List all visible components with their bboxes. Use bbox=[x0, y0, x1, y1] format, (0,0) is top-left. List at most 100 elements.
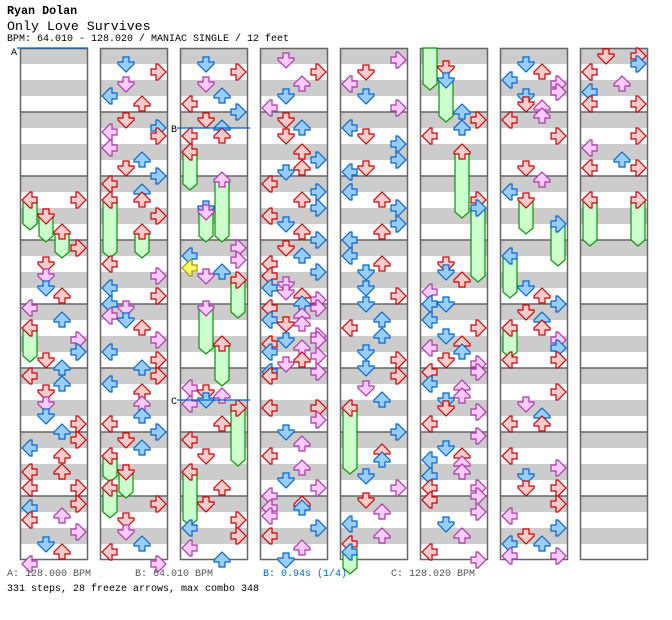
chart-column-5 bbox=[339, 47, 409, 575]
arrow-right-icon bbox=[70, 431, 87, 449]
beat-stripe bbox=[580, 272, 648, 288]
arrow-up-icon bbox=[53, 423, 71, 440]
arrow-left-icon bbox=[341, 247, 358, 265]
beat-stripe bbox=[20, 112, 88, 128]
arrow-down-icon bbox=[357, 88, 375, 105]
arrow-right-icon bbox=[550, 295, 567, 313]
chart-column-4 bbox=[259, 47, 329, 569]
arrow-left-icon bbox=[501, 319, 518, 337]
arrow-down-icon bbox=[37, 208, 55, 225]
arrow-down-icon bbox=[517, 528, 535, 545]
beat-stripe bbox=[500, 208, 568, 224]
beat-stripe bbox=[180, 240, 248, 256]
beat-stripe bbox=[580, 496, 648, 512]
arrow-up-icon bbox=[533, 107, 551, 124]
song-title: Only Love Survives bbox=[7, 19, 151, 34]
marker-label: B bbox=[171, 125, 178, 136]
arrow-down-icon bbox=[277, 472, 295, 489]
arrow-right-icon bbox=[470, 551, 487, 569]
arrow-right-icon bbox=[230, 271, 247, 289]
arrow-down-icon bbox=[277, 316, 295, 333]
arrow-down-icon bbox=[117, 312, 135, 329]
arrow-right-icon bbox=[150, 127, 167, 145]
arrow-right-icon bbox=[70, 239, 87, 257]
arrow-up-icon bbox=[53, 375, 71, 392]
beat-stripe bbox=[580, 176, 648, 192]
arrow-left-icon bbox=[501, 547, 518, 565]
arrow-down-icon bbox=[517, 468, 535, 485]
arrow-up-icon bbox=[213, 335, 231, 352]
arrow-up-icon bbox=[133, 223, 151, 240]
arrow-left-icon bbox=[101, 447, 118, 465]
arrow-down-icon bbox=[117, 524, 135, 541]
arrow-right-icon bbox=[310, 263, 327, 281]
arrow-down-icon bbox=[517, 396, 535, 413]
arrow-right-icon bbox=[150, 331, 167, 349]
arrow-up-icon bbox=[213, 479, 231, 496]
arrow-down-icon bbox=[277, 88, 295, 105]
arrow-down-icon bbox=[357, 344, 375, 361]
arrow-down-icon bbox=[277, 164, 295, 181]
arrow-up-icon bbox=[133, 191, 151, 208]
beat-stripe bbox=[20, 80, 88, 96]
arrow-right-icon bbox=[390, 99, 407, 117]
arrow-down-icon bbox=[517, 56, 535, 73]
arrow-left-icon bbox=[341, 543, 358, 561]
beat-stripe bbox=[340, 272, 408, 288]
arrow-down-icon bbox=[437, 264, 455, 281]
beat-stripe bbox=[580, 304, 648, 320]
beat-stripe bbox=[180, 368, 248, 384]
beat-stripe bbox=[20, 240, 88, 256]
arrow-left-icon bbox=[261, 99, 278, 117]
arrow-left-icon bbox=[21, 367, 38, 385]
arrow-right-icon bbox=[310, 151, 327, 169]
arrow-down-icon bbox=[357, 160, 375, 177]
beat-stripe bbox=[260, 176, 328, 192]
arrow-up-icon bbox=[533, 319, 551, 336]
chart-column-1 bbox=[19, 47, 89, 573]
arrow-right-icon bbox=[150, 495, 167, 513]
beat-stripe bbox=[340, 336, 408, 352]
arrow-left-icon bbox=[341, 399, 358, 417]
beat-stripe bbox=[340, 112, 408, 128]
stop-b: B: 0.94s (1/4) bbox=[263, 569, 348, 580]
arrow-up-icon bbox=[213, 127, 231, 144]
arrow-right-icon bbox=[390, 479, 407, 497]
beat-stripe bbox=[100, 48, 168, 64]
arrow-right-icon bbox=[550, 547, 567, 565]
arrow-down-icon bbox=[37, 352, 55, 369]
arrow-up-icon bbox=[453, 343, 471, 360]
beat-stripe bbox=[100, 368, 168, 384]
marker-label: C bbox=[171, 397, 178, 408]
arrow-down-icon bbox=[117, 300, 135, 317]
beat-stripe bbox=[580, 368, 648, 384]
column-border bbox=[579, 47, 649, 561]
chart-info: BPM: 64.010 - 128.020 / MANIAC SINGLE / … bbox=[7, 34, 290, 45]
beat-stripe bbox=[100, 528, 168, 544]
arrow-down-icon bbox=[37, 536, 55, 553]
arrow-left-icon bbox=[421, 375, 438, 393]
arrow-left-icon bbox=[101, 375, 118, 393]
arrow-up-icon bbox=[213, 263, 231, 280]
arrow-up-icon bbox=[213, 415, 231, 432]
arrow-down-icon bbox=[277, 52, 295, 69]
beat-stripe bbox=[420, 304, 488, 320]
arrow-left-icon bbox=[341, 319, 358, 337]
chart-column-3 bbox=[179, 47, 249, 568]
arrow-left-icon bbox=[101, 543, 118, 561]
arrow-down-icon bbox=[437, 352, 455, 369]
arrow-right-icon bbox=[390, 215, 407, 233]
arrow-down-icon bbox=[357, 468, 375, 485]
arrow-left-icon bbox=[581, 191, 598, 209]
arrow-right-icon bbox=[150, 367, 167, 385]
arrow-up-icon bbox=[293, 499, 311, 516]
beat-stripe bbox=[580, 336, 648, 352]
arrow-right-icon bbox=[150, 207, 167, 225]
arrow-left-icon bbox=[181, 539, 198, 557]
arrow-left-icon bbox=[421, 127, 438, 145]
arrow-right-icon bbox=[550, 495, 567, 513]
beat-stripe bbox=[20, 432, 88, 448]
arrow-down-icon bbox=[277, 424, 295, 441]
arrow-left-icon bbox=[181, 95, 198, 113]
arrow-up-icon bbox=[453, 387, 471, 404]
